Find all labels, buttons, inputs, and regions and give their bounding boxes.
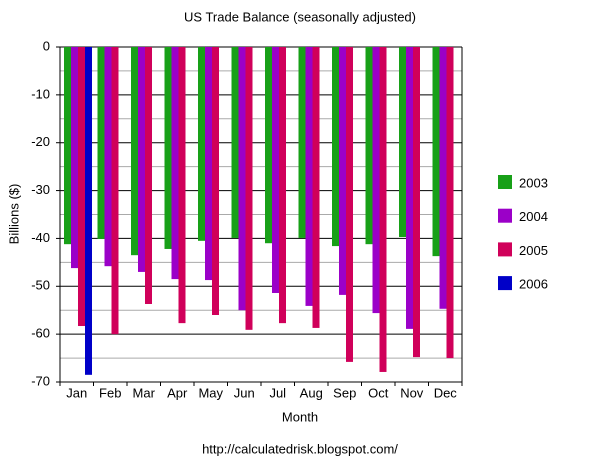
bar: [131, 47, 138, 256]
bar: [265, 47, 272, 244]
legend-swatch: [498, 242, 512, 257]
x-tick-label: Nov: [400, 385, 424, 400]
legend-label: 2004: [519, 209, 548, 224]
legend-label: 2006: [519, 277, 548, 292]
x-tick-label: Jan: [66, 385, 87, 400]
y-tick-label: -70: [31, 373, 50, 388]
bar: [145, 47, 152, 304]
bar: [85, 47, 92, 375]
bar: [164, 47, 172, 249]
x-tick-label: Dec: [434, 385, 458, 400]
bar: [205, 47, 212, 281]
x-axis-label: Month: [282, 409, 318, 424]
bar: [64, 47, 71, 245]
bar: [399, 47, 406, 237]
bar: [231, 47, 239, 238]
bar: [138, 47, 145, 272]
legend-label: 2003: [519, 175, 548, 190]
y-tick-label: -40: [31, 230, 50, 245]
bar: [111, 47, 119, 335]
legend-swatch: [498, 208, 512, 223]
bar: [171, 47, 179, 280]
bar: [212, 47, 219, 315]
bar: [272, 47, 279, 293]
legend-swatch: [498, 175, 512, 189]
bar: [346, 47, 353, 362]
bar: [432, 47, 440, 257]
x-tick-label: Jul: [269, 385, 286, 400]
y-tick-label: -60: [31, 326, 50, 341]
y-axis-label: Billions ($): [6, 184, 21, 245]
bar: [97, 47, 105, 239]
bar: [238, 47, 246, 311]
chart-title: US Trade Balance (seasonally adjusted): [184, 9, 416, 24]
y-tick-label: 0: [43, 38, 50, 53]
footer: http://calculatedrisk.blogspot.com/: [202, 441, 398, 456]
legend-label: 2005: [519, 243, 548, 258]
x-tick-label: Jun: [234, 385, 255, 400]
bar: [332, 47, 339, 247]
bar: [372, 47, 380, 314]
bar: [198, 47, 205, 241]
y-tick-label: -50: [31, 278, 50, 293]
bar: [413, 47, 420, 358]
bar: [245, 47, 253, 330]
bar: [379, 47, 387, 372]
x-tick-label: Sep: [333, 385, 356, 400]
y-tick-label: -30: [31, 182, 50, 197]
bar: [71, 47, 78, 269]
bar: [446, 47, 454, 359]
x-tick-label: May: [198, 385, 223, 400]
legend-swatch: [498, 276, 512, 291]
x-tick-label: Feb: [99, 385, 121, 400]
x-tick-label: Mar: [133, 385, 156, 400]
y-tick-label: -10: [31, 86, 50, 101]
bar: [439, 47, 447, 309]
x-tick-label: Oct: [368, 385, 389, 400]
bar: [178, 47, 186, 324]
bar: [298, 47, 306, 238]
bar: [365, 47, 373, 245]
y-tick-label: -20: [31, 134, 50, 149]
bar: [406, 47, 413, 329]
bar: [312, 47, 320, 328]
bar: [78, 47, 85, 327]
bar: [104, 47, 112, 267]
x-tick-label: Aug: [300, 385, 323, 400]
bar: [305, 47, 313, 306]
x-tick-label: Apr: [167, 385, 188, 400]
bar: [339, 47, 346, 295]
bar: [279, 47, 286, 324]
